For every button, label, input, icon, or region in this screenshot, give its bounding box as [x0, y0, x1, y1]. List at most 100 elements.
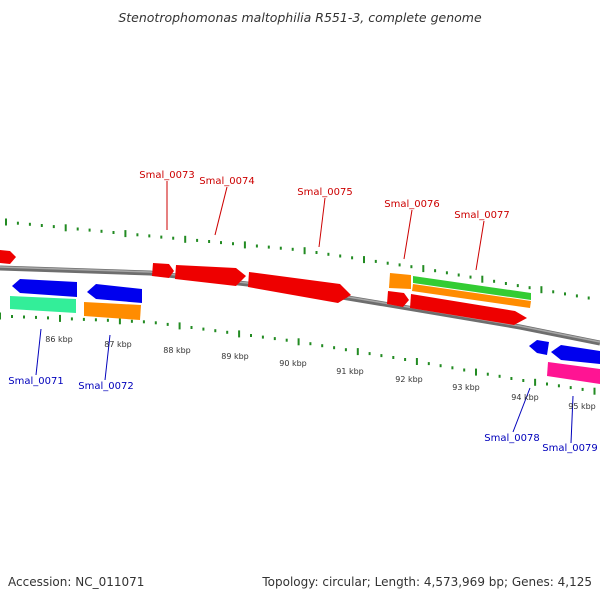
gene-label-smal-0072[interactable]: Smal_0072 [78, 381, 133, 392]
scale-label: 89 kbp [221, 352, 249, 361]
minor-tick [575, 294, 578, 298]
major-tick [184, 235, 187, 243]
minor-tick [386, 261, 389, 265]
gene-arrow-smal-0079[interactable] [551, 345, 600, 364]
minor-tick [457, 273, 460, 277]
gene-block-orange-lower[interactable] [412, 284, 531, 308]
minor-tick [410, 265, 413, 269]
minor-tick [351, 256, 354, 260]
minor-tick [279, 246, 282, 250]
gene-block-smal-0079-magenta[interactable] [547, 362, 600, 384]
major-tick [118, 317, 121, 325]
minor-tick [160, 235, 163, 239]
minor-tick [339, 254, 342, 258]
minor-tick [208, 240, 211, 243]
leader-smal-0074 [214, 186, 228, 236]
gene-label-smal-0075[interactable]: Smal_0075 [297, 187, 352, 198]
minor-tick [528, 286, 531, 290]
minor-tick [136, 233, 139, 237]
minor-tick [166, 322, 169, 326]
minor-tick [35, 315, 37, 319]
genome-backbone [0, 265, 600, 346]
major-tick [481, 275, 484, 283]
minor-tick [130, 319, 133, 323]
minor-tick [380, 354, 383, 358]
gene-label-smal-0079[interactable]: Smal_0079 [542, 443, 597, 454]
gene-arrow-smal-0073[interactable] [152, 263, 174, 278]
gene-label-smal-0078[interactable]: Smal_0078 [484, 433, 539, 444]
minor-tick [196, 238, 199, 242]
gene-label-smal-0077[interactable]: Smal_0077 [454, 210, 509, 221]
gene-arrow-smal-0071[interactable] [12, 279, 77, 297]
minor-tick [70, 317, 73, 321]
gene-arrow-red-lower[interactable] [410, 294, 527, 325]
minor-tick [333, 346, 336, 350]
minor-tick [321, 344, 324, 348]
major-tick [356, 348, 359, 356]
gene-arrow-smal-0076[interactable] [387, 291, 409, 307]
leader-smal-0072 [104, 334, 111, 381]
scale-label: 90 kbp [279, 359, 307, 368]
major-tick [64, 224, 67, 232]
minor-tick [52, 225, 55, 229]
scale-label: 95 kbp [568, 402, 596, 411]
minor-tick [510, 377, 513, 380]
minor-tick [427, 362, 430, 366]
gene-arrow-smal-0078[interactable] [529, 340, 549, 355]
gene-label-smal-0074[interactable]: Smal_0074 [199, 176, 254, 187]
minor-tick [581, 387, 584, 391]
minor-tick [439, 364, 442, 368]
gene-block-smal-0071-teal[interactable] [10, 296, 76, 313]
gene-block-orange-upper[interactable] [389, 273, 411, 289]
minor-tick [28, 222, 31, 226]
leader-smal-0075 [318, 197, 326, 248]
leader-smal-0079 [570, 395, 574, 444]
genome-title: Stenotrophomonas maltophilia R551-3, com… [118, 10, 482, 25]
leader-smal-0077 [475, 220, 485, 271]
minor-tick [76, 227, 79, 231]
minor-tick [587, 296, 590, 300]
major-tick [178, 322, 181, 330]
minor-tick [220, 241, 222, 245]
gene-label-smal-0076[interactable]: Smal_0076 [384, 199, 439, 210]
topology-text: Topology: circular; Length: 4,573,969 bp… [262, 575, 592, 589]
gene-block-smal-0072-orange[interactable] [84, 302, 141, 320]
minor-tick [516, 284, 519, 288]
scale-label: 88 kbp [163, 346, 191, 355]
minor-tick [344, 348, 347, 352]
minor-tick [94, 318, 97, 322]
minor-tick [285, 338, 288, 342]
minor-tick [392, 356, 395, 359]
minor-tick [273, 337, 276, 341]
minor-tick [557, 384, 560, 388]
major-tick [534, 378, 537, 386]
gene-arrow-smal-0075[interactable] [248, 272, 351, 303]
minor-tick [82, 317, 85, 321]
gene-arrow-partial-left[interactable] [0, 250, 16, 264]
gene-label-smal-0071[interactable]: Smal_0071 [8, 376, 63, 387]
gene-arrow-smal-0072[interactable] [87, 284, 142, 303]
major-tick [475, 368, 477, 376]
gene-arrow-smal-0074[interactable] [175, 265, 246, 286]
accession-text: Accession: NC_011071 [8, 575, 145, 589]
minor-tick [226, 330, 229, 334]
major-tick [415, 358, 418, 365]
minor-tick [261, 335, 264, 339]
major-tick [363, 256, 365, 264]
minor-tick [88, 228, 91, 232]
minor-tick [564, 292, 566, 296]
major-tick [540, 286, 543, 294]
scale-label: 91 kbp [336, 367, 364, 376]
gene-block-smal-0077-green[interactable] [413, 276, 531, 300]
major-tick [124, 230, 127, 238]
minor-tick [112, 231, 115, 234]
gene-label-smal-0073[interactable]: Smal_0073 [139, 170, 194, 181]
minor-tick [398, 263, 401, 267]
major-tick [422, 265, 425, 273]
scale-label: 93 kbp [452, 383, 480, 392]
minor-tick [315, 251, 318, 254]
minor-tick [16, 221, 19, 225]
scale-label: 86 kbp [45, 335, 73, 344]
minor-tick [255, 244, 258, 248]
